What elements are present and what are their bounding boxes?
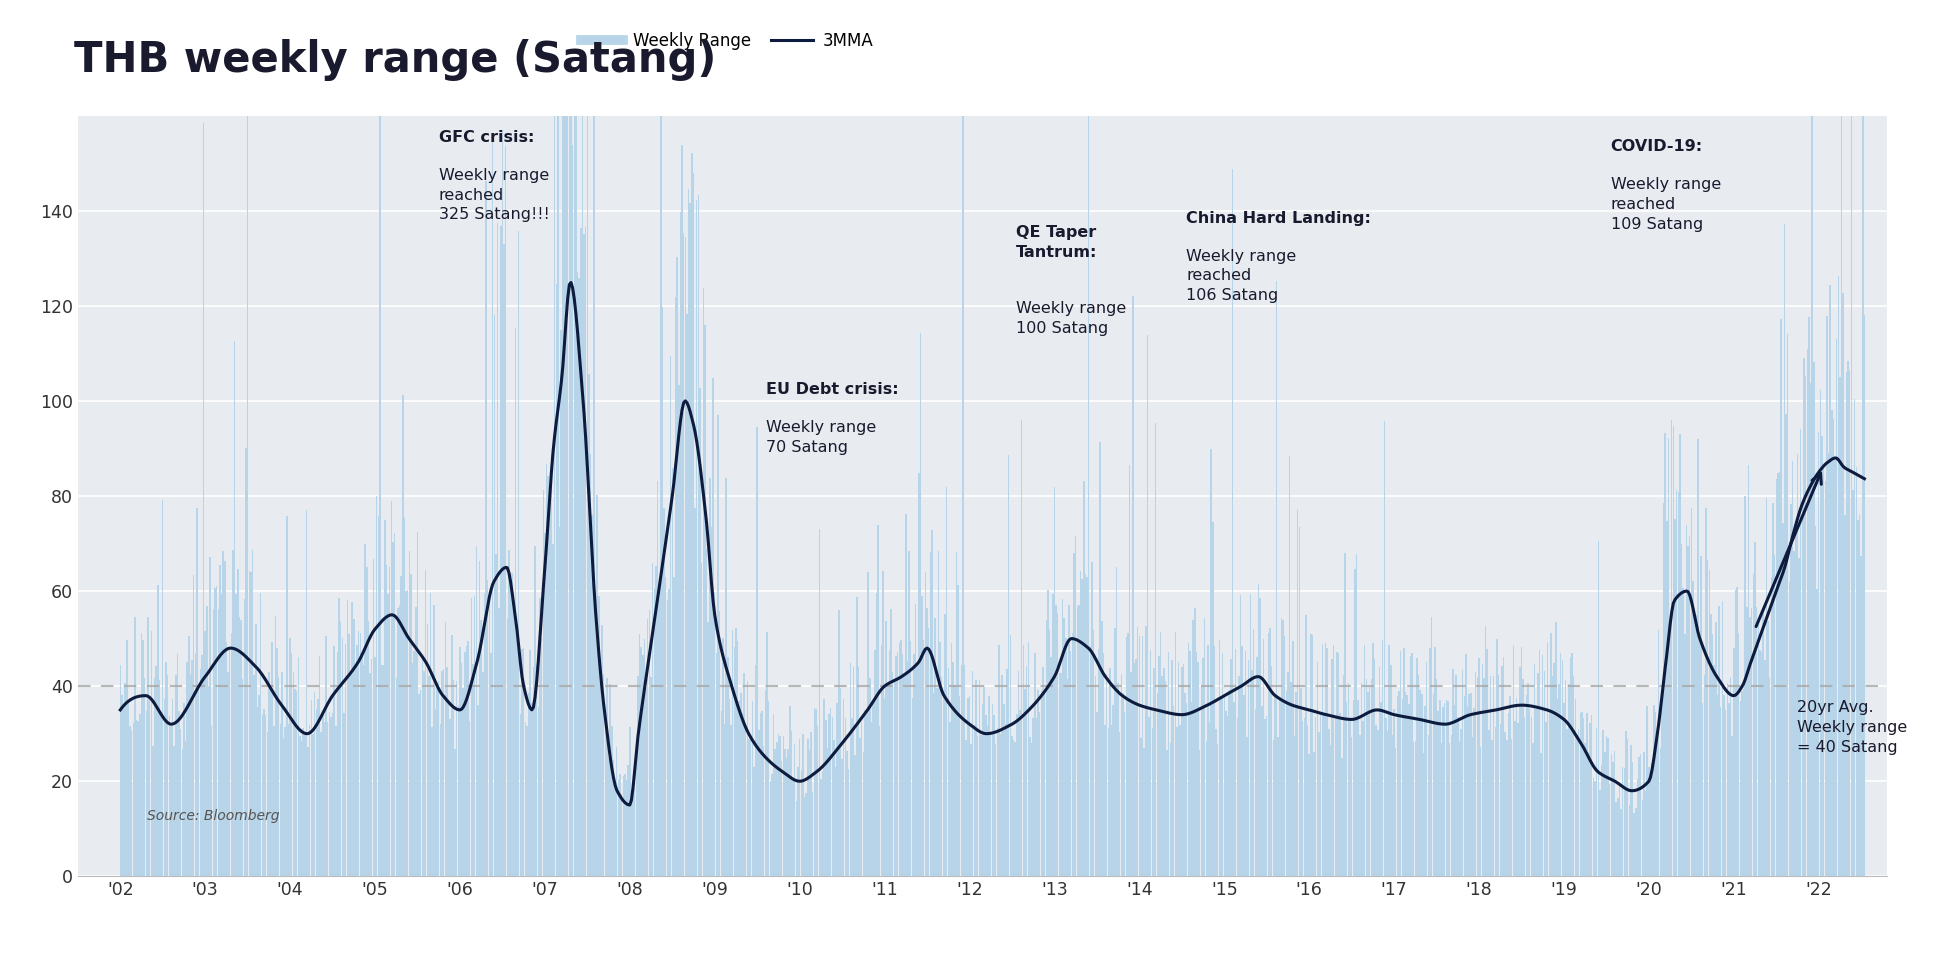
Text: EU Debt crisis:: EU Debt crisis: <box>766 381 899 397</box>
Text: Weekly range
70 Satang: Weekly range 70 Satang <box>766 420 875 455</box>
Text: Weekly range
reached
109 Satang: Weekly range reached 109 Satang <box>1610 177 1721 232</box>
Text: THB weekly range (Satang): THB weekly range (Satang) <box>74 39 716 81</box>
Text: 20yr Avg.
Weekly range
= 40 Satang: 20yr Avg. Weekly range = 40 Satang <box>1797 700 1908 755</box>
Text: Source: Bloomberg: Source: Bloomberg <box>146 809 278 823</box>
Text: Weekly range
reached
325 Satang!!!: Weekly range reached 325 Satang!!! <box>440 168 550 222</box>
Text: Weekly range
reached
106 Satang: Weekly range reached 106 Satang <box>1186 248 1295 303</box>
Text: QE Taper
Tantrum:: QE Taper Tantrum: <box>1015 225 1097 260</box>
Text: COVID-19:: COVID-19: <box>1610 140 1702 154</box>
Legend: Weekly Range, 3MMA: Weekly Range, 3MMA <box>574 25 879 56</box>
Text: Weekly range
100 Satang: Weekly range 100 Satang <box>1015 301 1126 336</box>
Text: China Hard Landing:: China Hard Landing: <box>1186 211 1371 225</box>
Text: GFC crisis:: GFC crisis: <box>440 130 535 144</box>
